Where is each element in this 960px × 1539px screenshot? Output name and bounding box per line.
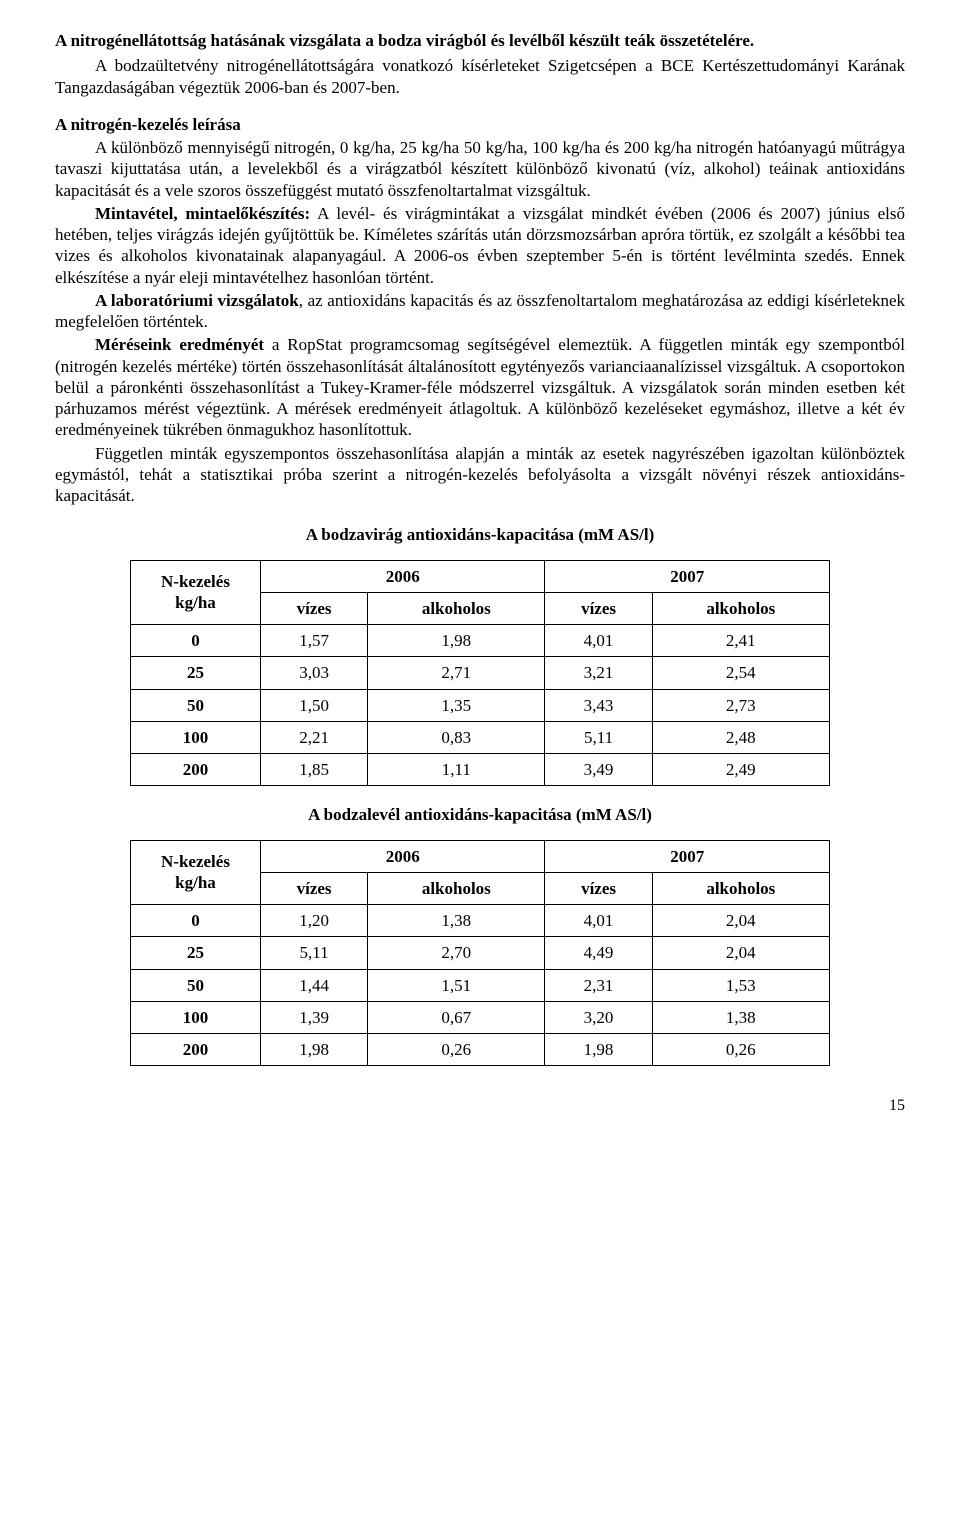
- paragraph-3: A laboratóriumi vizsgálatok, az antioxid…: [55, 290, 905, 333]
- cell-value: 4,01: [545, 905, 652, 937]
- cell-value: 3,21: [545, 657, 652, 689]
- table-bodzavirag: N-kezelés kg/ha 2006 2007 vízes alkoholo…: [130, 560, 830, 787]
- cell-value: 2,70: [368, 937, 545, 969]
- cell-value: 0,26: [368, 1034, 545, 1066]
- cell-value: 1,51: [368, 969, 545, 1001]
- cell-value: 2,71: [368, 657, 545, 689]
- cell-value: 1,11: [368, 754, 545, 786]
- row-n: 25: [131, 657, 261, 689]
- cell-value: 3,43: [545, 689, 652, 721]
- cell-value: 2,04: [652, 905, 829, 937]
- row-n: 50: [131, 969, 261, 1001]
- table-row: 253,032,713,212,54: [131, 657, 830, 689]
- cell-value: 5,11: [261, 937, 368, 969]
- cell-value: 1,50: [261, 689, 368, 721]
- row-n: 0: [131, 905, 261, 937]
- cell-value: 1,98: [261, 1034, 368, 1066]
- cell-value: 1,85: [261, 754, 368, 786]
- table2-sub3: vízes: [545, 872, 652, 904]
- page-number: 15: [55, 1096, 905, 1116]
- table-row: 1001,390,673,201,38: [131, 1001, 830, 1033]
- table2-sub2: alkoholos: [368, 872, 545, 904]
- row-n: 100: [131, 1001, 261, 1033]
- table-row: 2001,851,113,492,49: [131, 754, 830, 786]
- paragraph-5: Független minták egyszempontos összehaso…: [55, 443, 905, 507]
- para2-lead: Mintavétel, mintaelőkészítés:: [95, 204, 310, 223]
- table2-year1: 2006: [261, 840, 545, 872]
- table2-caption: A bodzalevél antioxidáns-kapacitása (mM …: [55, 804, 905, 825]
- cell-value: 1,98: [545, 1034, 652, 1066]
- para4-lead: Méréseink eredményét: [95, 335, 264, 354]
- cell-value: 2,41: [652, 625, 829, 657]
- cell-value: 2,54: [652, 657, 829, 689]
- cell-value: 1,20: [261, 905, 368, 937]
- table1-rowheader: N-kezelés kg/ha: [161, 572, 230, 612]
- table2-sub4: alkoholos: [652, 872, 829, 904]
- row-n: 100: [131, 721, 261, 753]
- table-row: 501,501,353,432,73: [131, 689, 830, 721]
- table-bodzalevel: N-kezelés kg/ha 2006 2007 vízes alkoholo…: [130, 840, 830, 1067]
- table1-sub3: vízes: [545, 592, 652, 624]
- intro-paragraph: A bodzaültetvény nitrogénellátottságára …: [55, 55, 905, 98]
- table2-body: 01,201,384,012,04255,112,704,492,04501,4…: [131, 905, 830, 1066]
- cell-value: 0,83: [368, 721, 545, 753]
- row-n: 25: [131, 937, 261, 969]
- table1-year1: 2006: [261, 560, 545, 592]
- cell-value: 2,73: [652, 689, 829, 721]
- table1-sub1: vízes: [261, 592, 368, 624]
- paragraph-4: Méréseink eredményét a RopStat programcs…: [55, 334, 905, 440]
- cell-value: 1,38: [652, 1001, 829, 1033]
- table2-rowheader: N-kezelés kg/ha: [161, 852, 230, 892]
- row-n: 0: [131, 625, 261, 657]
- table-row: 1002,210,835,112,48: [131, 721, 830, 753]
- paragraph-2: Mintavétel, mintaelőkészítés: A levél- é…: [55, 203, 905, 288]
- cell-value: 3,49: [545, 754, 652, 786]
- table1-year2: 2007: [545, 560, 830, 592]
- cell-value: 2,04: [652, 937, 829, 969]
- cell-value: 5,11: [545, 721, 652, 753]
- cell-value: 1,44: [261, 969, 368, 1001]
- row-n: 200: [131, 1034, 261, 1066]
- cell-value: 0,67: [368, 1001, 545, 1033]
- cell-value: 1,39: [261, 1001, 368, 1033]
- table-row: 01,571,984,012,41: [131, 625, 830, 657]
- table1-body: 01,571,984,012,41253,032,713,212,54501,5…: [131, 625, 830, 786]
- cell-value: 2,49: [652, 754, 829, 786]
- cell-value: 2,31: [545, 969, 652, 1001]
- cell-value: 2,48: [652, 721, 829, 753]
- row-n: 200: [131, 754, 261, 786]
- cell-value: 4,01: [545, 625, 652, 657]
- heading-nitrogen: A nitrogén-kezelés leírása: [55, 114, 905, 135]
- row-n: 50: [131, 689, 261, 721]
- cell-value: 0,26: [652, 1034, 829, 1066]
- table2-sub1: vízes: [261, 872, 368, 904]
- para3-lead: A laboratóriumi vizsgálatok: [95, 291, 299, 310]
- cell-value: 1,35: [368, 689, 545, 721]
- table1-sub2: alkoholos: [368, 592, 545, 624]
- section-title: A nitrogénellátottság hatásának vizsgála…: [55, 30, 905, 51]
- cell-value: 1,98: [368, 625, 545, 657]
- cell-value: 1,57: [261, 625, 368, 657]
- cell-value: 1,38: [368, 905, 545, 937]
- cell-value: 3,20: [545, 1001, 652, 1033]
- table-row: 255,112,704,492,04: [131, 937, 830, 969]
- table1-sub4: alkoholos: [652, 592, 829, 624]
- table2-year2: 2007: [545, 840, 830, 872]
- cell-value: 1,53: [652, 969, 829, 1001]
- table-row: 01,201,384,012,04: [131, 905, 830, 937]
- cell-value: 4,49: [545, 937, 652, 969]
- cell-value: 3,03: [261, 657, 368, 689]
- table-row: 501,441,512,311,53: [131, 969, 830, 1001]
- table1-caption: A bodzavirág antioxidáns-kapacitása (mM …: [55, 524, 905, 545]
- table-row: 2001,980,261,980,26: [131, 1034, 830, 1066]
- cell-value: 2,21: [261, 721, 368, 753]
- paragraph-1: A különböző mennyiségű nitrogén, 0 kg/ha…: [55, 137, 905, 201]
